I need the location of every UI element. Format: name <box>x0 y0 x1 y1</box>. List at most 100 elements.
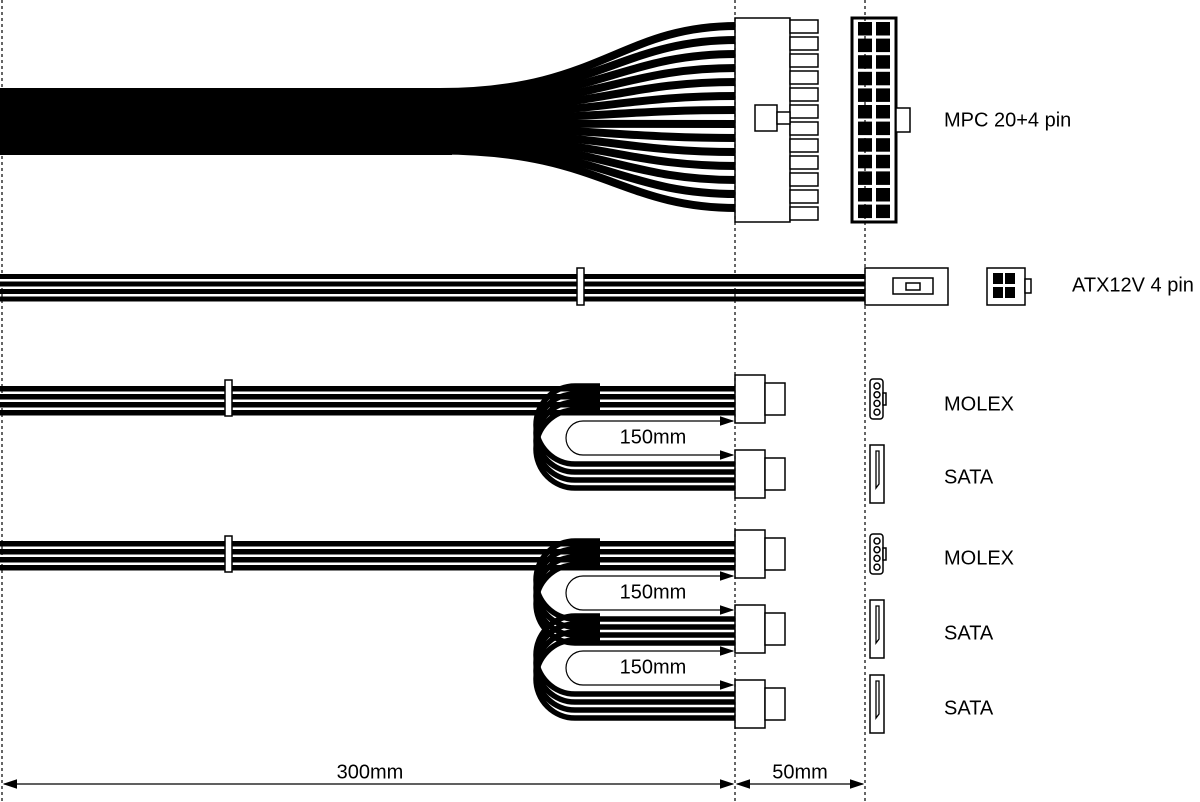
pin <box>789 53 819 68</box>
connector <box>734 679 766 729</box>
connector-label: SATA <box>944 622 994 644</box>
latch <box>1024 278 1032 294</box>
pin-hole <box>876 105 890 119</box>
connector-label: ATX12V 4 pin <box>1072 274 1194 296</box>
latch <box>882 392 887 406</box>
connector <box>734 449 766 499</box>
pin-hole <box>858 22 872 36</box>
pin-hole <box>873 399 881 408</box>
wire <box>439 78 738 114</box>
dimension-label: 50mm <box>772 761 828 783</box>
pin-hole <box>876 138 890 152</box>
wire <box>439 137 738 184</box>
sata-slot <box>875 605 880 645</box>
connector-label: MPC 20+4 pin <box>944 109 1071 131</box>
connector-label: SATA <box>944 697 994 719</box>
sata-front <box>869 674 885 734</box>
pin-hole <box>876 88 890 102</box>
pin-hole <box>873 563 881 571</box>
latch <box>895 107 911 133</box>
pin-hole <box>858 105 872 119</box>
wire <box>0 386 737 392</box>
wire <box>0 541 737 547</box>
wire <box>0 565 737 571</box>
pin <box>789 155 819 170</box>
wire <box>0 296 866 302</box>
wire <box>439 106 738 123</box>
connector <box>734 374 766 424</box>
wire <box>439 142 738 198</box>
connector-label: MOLEX <box>944 547 1014 569</box>
pin-hole <box>873 408 881 416</box>
wire <box>0 274 866 279</box>
pin-hole <box>876 204 890 219</box>
pin-hole <box>873 382 881 390</box>
latch <box>905 282 921 291</box>
pin <box>789 104 819 119</box>
pin-hole <box>873 390 881 399</box>
cable-bundle <box>0 88 452 155</box>
spacing-arrow <box>565 646 735 690</box>
pin <box>789 172 819 187</box>
pin <box>789 206 819 221</box>
connector <box>764 612 786 646</box>
cable-tie <box>224 535 233 573</box>
shapes <box>0 16 1032 734</box>
spacing-label: 150mm <box>620 656 687 678</box>
sata-front <box>869 599 885 659</box>
wire <box>439 124 738 142</box>
wire <box>439 22 738 96</box>
connector <box>734 604 766 654</box>
wire <box>439 128 738 156</box>
pin <box>789 138 819 153</box>
pin-hole <box>1005 273 1015 284</box>
connector <box>734 529 766 579</box>
pin-hole <box>876 188 890 202</box>
spacing-arrow <box>565 571 735 615</box>
pin-hole <box>876 38 890 53</box>
cable-tie <box>224 379 233 417</box>
pin-hole <box>873 545 881 554</box>
spacing-arrow <box>565 416 735 460</box>
pin-hole <box>876 171 890 185</box>
dimension-label: 300mm <box>337 761 404 783</box>
wire <box>439 36 738 101</box>
sata-slot <box>875 450 880 490</box>
wire <box>439 92 738 119</box>
pin-hole <box>876 71 890 86</box>
latch <box>776 111 791 125</box>
pin-hole <box>993 273 1003 284</box>
pin <box>789 36 819 51</box>
latch <box>882 547 887 561</box>
spacing-label: 150mm <box>620 581 687 603</box>
pin <box>789 70 819 85</box>
sata-front <box>869 444 885 504</box>
wire <box>533 637 737 721</box>
pin-hole <box>1005 287 1015 298</box>
cable-tie <box>576 267 585 306</box>
pin-hole <box>858 171 872 185</box>
connector <box>764 537 786 571</box>
spacing-label: 150mm <box>620 426 687 448</box>
pin-hole <box>858 88 872 102</box>
pin-hole <box>876 121 890 136</box>
connector-label: MOLEX <box>944 393 1014 415</box>
connector-label: SATA <box>944 466 994 488</box>
wire <box>439 146 738 212</box>
wire <box>533 407 737 491</box>
wire <box>0 410 737 416</box>
pin-hole <box>873 537 881 545</box>
wire <box>439 50 738 105</box>
pin <box>789 87 819 102</box>
latch <box>754 104 778 132</box>
pin-hole <box>873 554 881 563</box>
pin <box>789 189 819 204</box>
wire <box>439 133 738 170</box>
pin-hole <box>876 22 890 36</box>
wire <box>439 119 738 128</box>
pin-hole <box>876 55 890 69</box>
wire <box>0 281 866 287</box>
pin-hole <box>858 154 872 169</box>
pin-hole <box>858 38 872 53</box>
